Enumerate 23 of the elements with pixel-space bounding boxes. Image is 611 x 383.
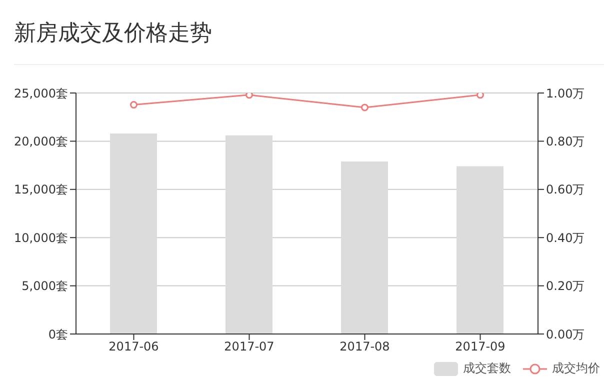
legend-label: 成交套数 [463,360,511,377]
y2-tick-label: 0.00万 [546,327,585,342]
bar [456,166,504,334]
bar [226,135,272,334]
x-tick-label: 2017-08 [340,340,390,354]
x-tick-label: 2017-06 [108,340,159,354]
y-tick-label: 5,000套 [22,279,68,294]
y-tick-label: 25,000套 [14,86,68,100]
y2-tick-label: 0.20万 [546,279,585,294]
y-tick-label: 15,000套 [14,182,68,197]
y-tick-label: 10,000套 [14,230,68,245]
y2-tick-label: 0.40万 [546,230,585,245]
y2-tick-label: 0.80万 [546,134,585,148]
legend-label: 成交均价 [552,360,600,377]
chart-title: 新房成交及价格走势 [13,20,213,48]
x-tick-label: 2017-07 [224,340,274,354]
bar [341,161,388,334]
y2-tick-label: 1.00万 [546,86,585,100]
x-tick-label: 2017-09 [455,340,506,354]
y-tick-label: 0套 [48,327,68,342]
bar [110,133,157,334]
y2-tick-label: 0.60万 [546,182,585,197]
y-tick-label: 20,000套 [14,134,68,148]
